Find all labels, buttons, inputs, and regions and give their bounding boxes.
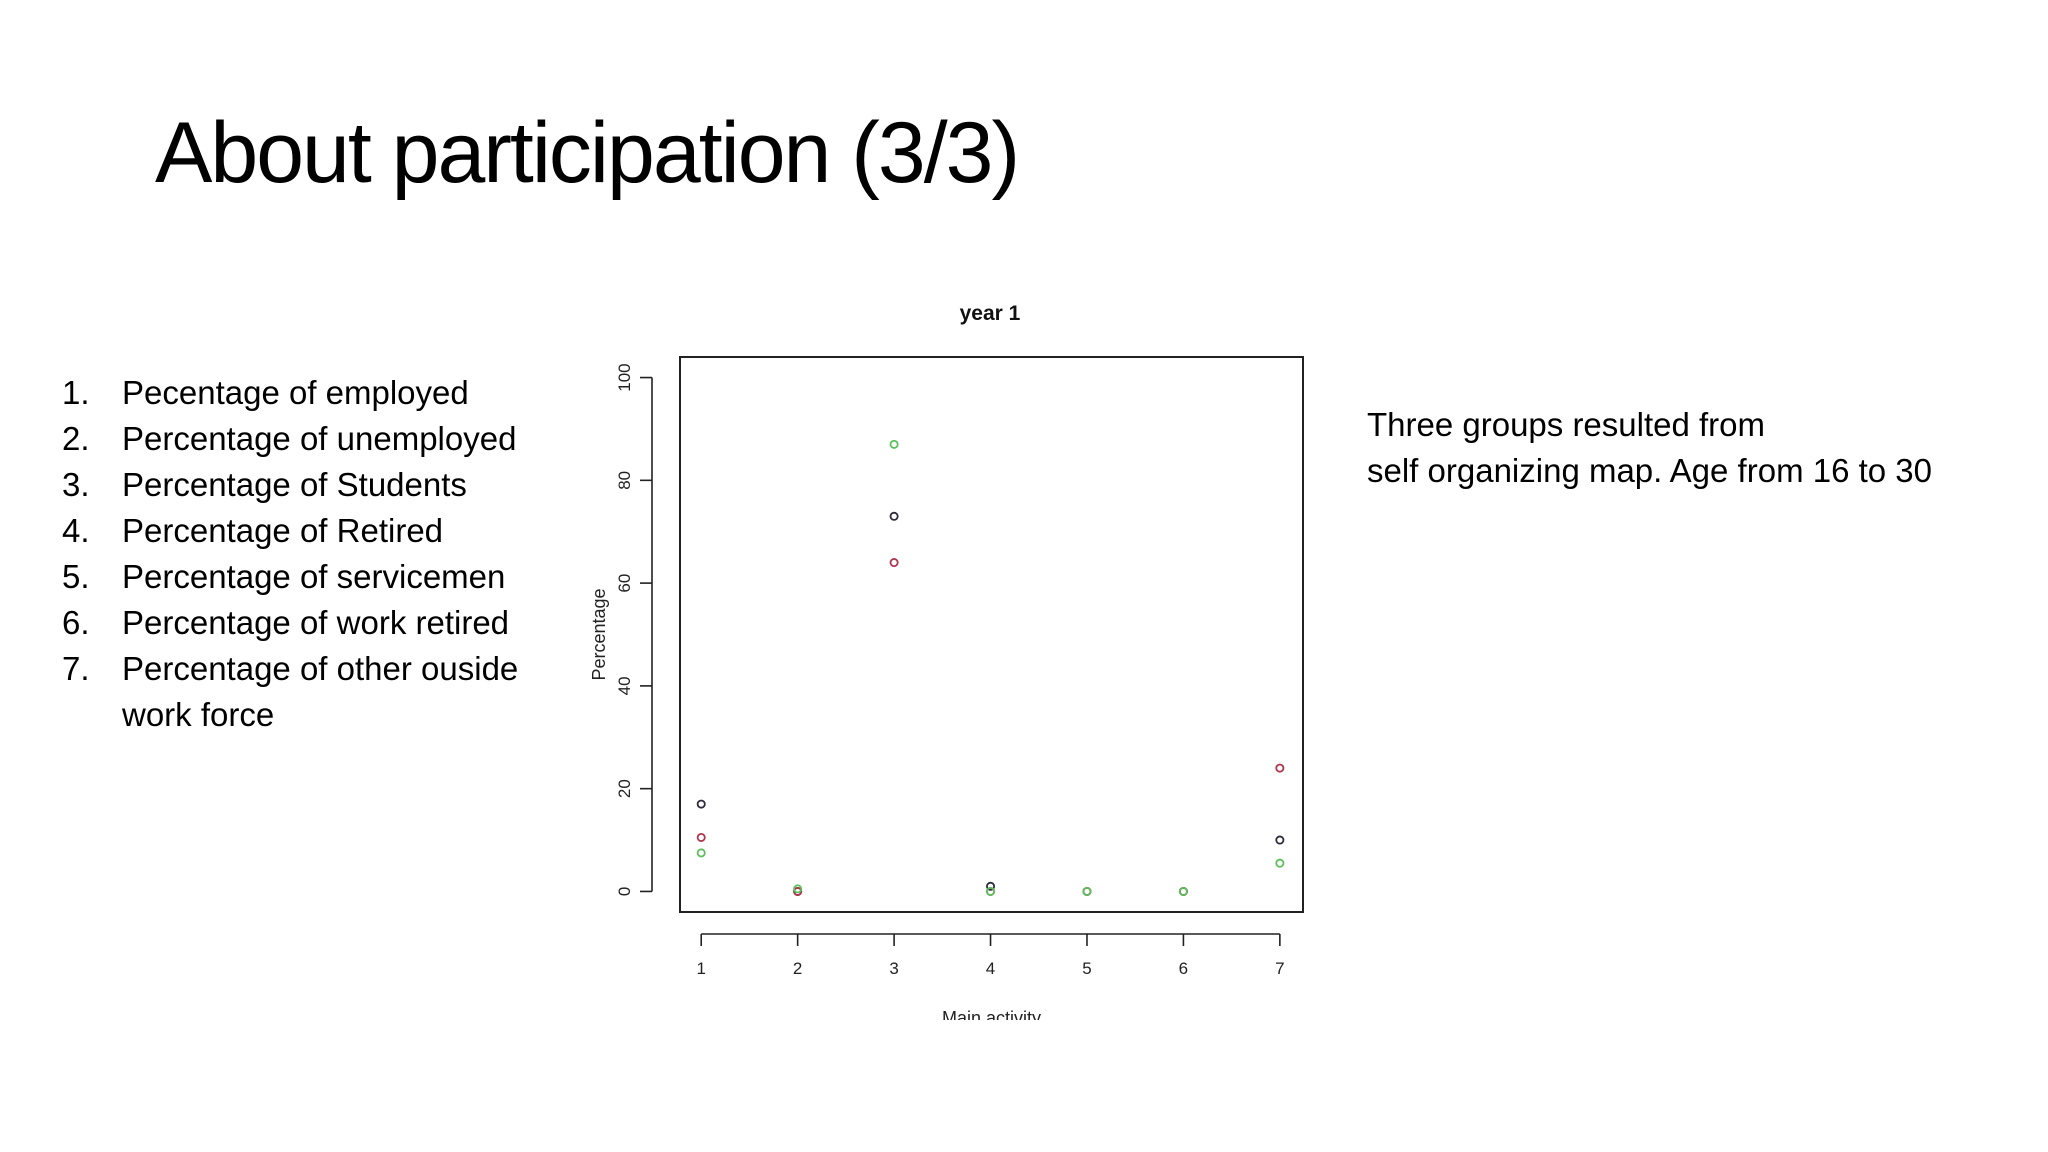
list-text: Percentage of other ouside work force	[122, 650, 519, 733]
list-item: 3. Percentage of Students	[62, 462, 582, 508]
list-item: 7. Percentage of other ouside work force	[62, 646, 582, 738]
plot-frame	[679, 356, 1304, 913]
x-tick-label: 2	[793, 959, 802, 978]
side-note-line: self organizing map. Age from 16 to 30	[1367, 452, 1932, 489]
side-note-line: Three groups resulted from	[1367, 406, 1766, 443]
data-point	[986, 886, 996, 896]
x-tick-label: 4	[986, 959, 995, 978]
list-item: 4. Percentage of Retired	[62, 508, 582, 554]
list-number: 1.	[62, 374, 90, 411]
data-point	[889, 511, 899, 521]
x-tick-label: 6	[1179, 959, 1188, 978]
y-tick-label: 60	[615, 574, 634, 593]
x-tick-label: 7	[1275, 959, 1284, 978]
data-point	[1178, 886, 1188, 896]
activity-list: 1. Pecentage of employed 2. Percentage o…	[62, 370, 582, 738]
list-text: Percentage of Students	[122, 466, 467, 503]
data-point	[696, 832, 706, 842]
slide-title: About participation (3/3)	[155, 105, 1020, 201]
side-note: Three groups resulted from self organizi…	[1367, 402, 2027, 494]
data-point	[1082, 886, 1092, 896]
data-point	[793, 884, 803, 894]
list-text: Percentage of unemployed	[122, 420, 517, 457]
list-item: 5. Percentage of servicemen	[62, 554, 582, 600]
data-point	[889, 439, 899, 449]
data-points	[696, 439, 1285, 896]
list-text: Percentage of work retired	[122, 604, 510, 641]
list-number: 3.	[62, 466, 90, 503]
chart-title: year 1	[960, 302, 1021, 325]
list-number: 4.	[62, 512, 90, 549]
x-axis: 1 2 3 4 5 6 7	[696, 933, 1285, 978]
data-point	[696, 799, 706, 809]
list-text: Pecentage of employed	[122, 374, 469, 411]
y-axis: 0 20 40 60 80 100	[615, 363, 653, 896]
y-tick-label: 80	[615, 471, 634, 490]
scatter-chart: year 1 0 20 40 60 80 100 1 2 3 4 5 6 7 Main activit…	[589, 302, 1304, 1020]
data-point	[1275, 835, 1285, 845]
x-tick-label: 1	[696, 959, 705, 978]
list-text: Percentage of servicemen	[122, 558, 506, 595]
y-axis-label: Percentage	[589, 588, 609, 680]
y-tick-label: 40	[615, 676, 634, 695]
list-number: 2.	[62, 420, 90, 457]
list-item: 1. Pecentage of employed	[62, 370, 582, 416]
data-point	[889, 558, 899, 568]
x-tick-label: 3	[889, 959, 898, 978]
data-point	[1275, 858, 1285, 868]
y-tick-label: 0	[615, 887, 634, 896]
data-point	[1275, 763, 1285, 773]
x-axis-label: Main activity	[942, 1008, 1041, 1020]
data-point	[696, 848, 706, 858]
x-tick-label: 5	[1082, 959, 1091, 978]
data-point	[986, 881, 996, 891]
list-number: 6.	[62, 604, 90, 641]
list-item: 2. Percentage of unemployed	[62, 416, 582, 462]
y-tick-label: 20	[615, 779, 634, 798]
list-number: 7.	[62, 650, 90, 687]
list-number: 5.	[62, 558, 90, 595]
list-text: Percentage of Retired	[122, 512, 444, 549]
list-item: 6. Percentage of work retired	[62, 600, 582, 646]
y-tick-label: 100	[615, 363, 634, 391]
